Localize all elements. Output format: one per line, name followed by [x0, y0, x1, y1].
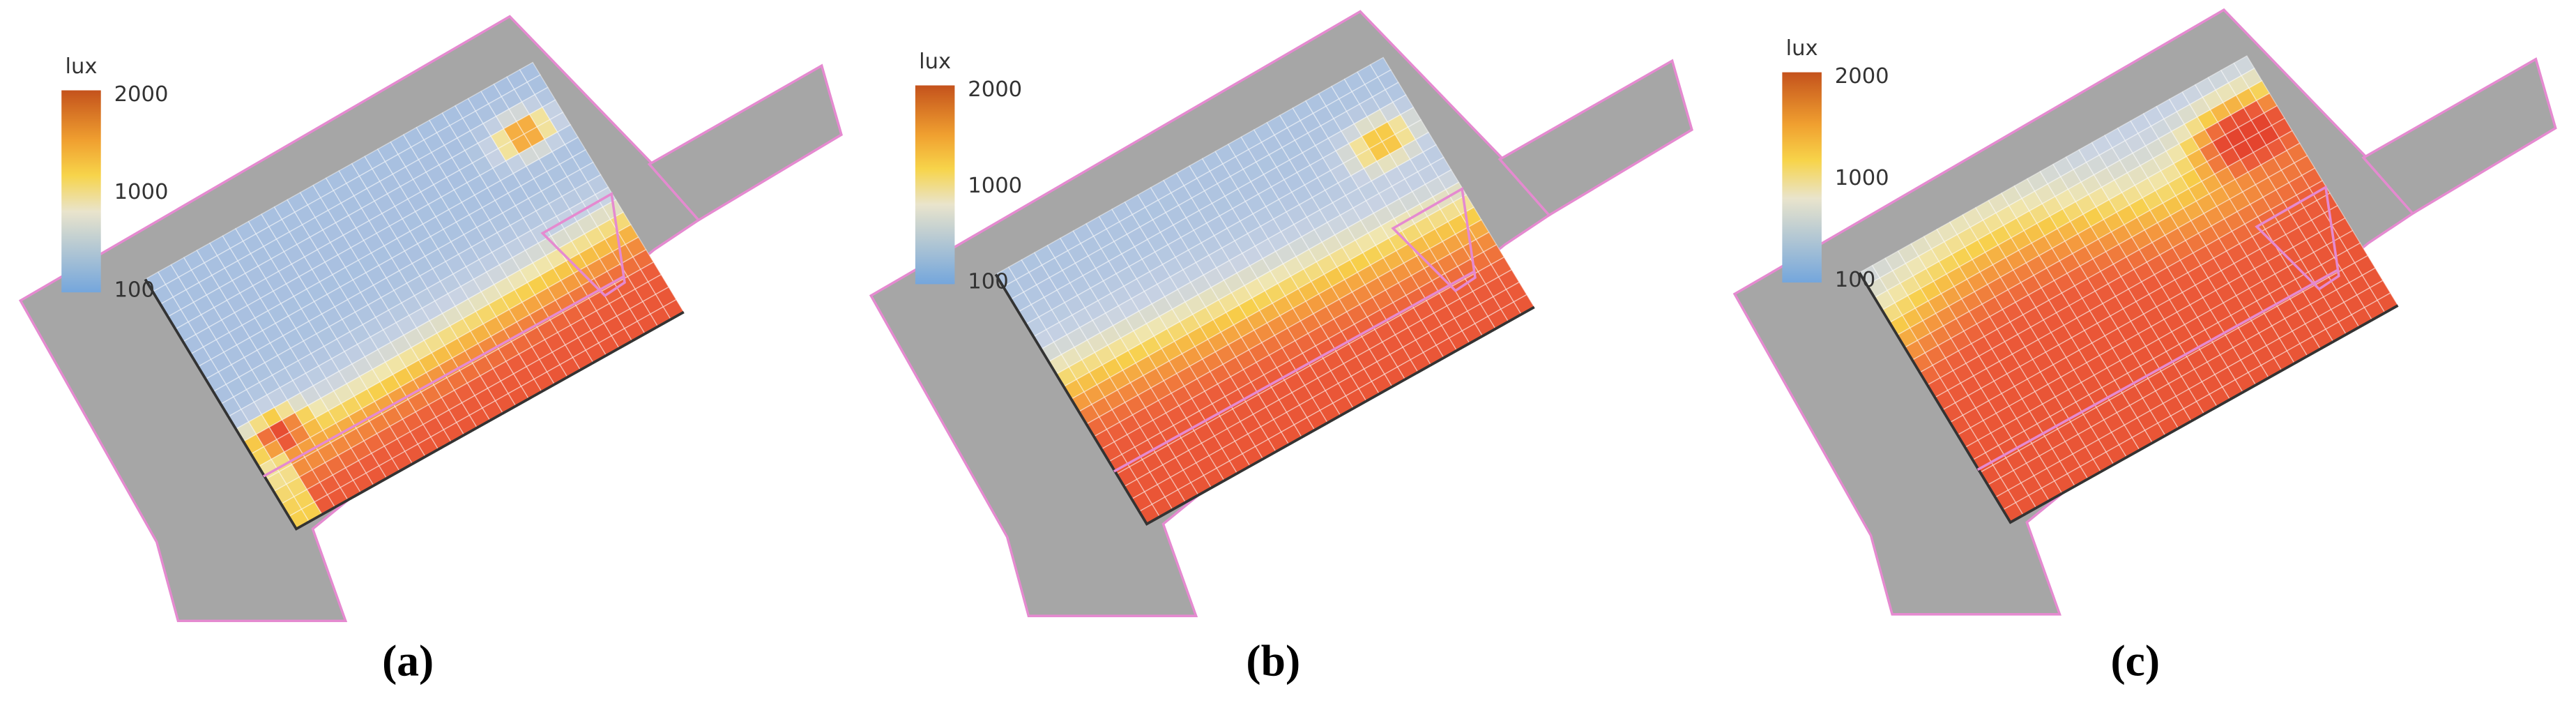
window-outline — [1391, 187, 1477, 293]
legend-bar — [915, 85, 955, 285]
legend-unit: lux — [919, 50, 951, 74]
legend-tick-label: 100 — [968, 270, 1008, 294]
legend-tick-label: 1000 — [1835, 166, 1889, 190]
panel: lux 2000 1000 100 (c) — [1732, 8, 2557, 685]
glazing-outline — [1976, 268, 2340, 471]
panel: lux 2000 1000 100 (b) — [869, 10, 1693, 685]
legend-unit: lux — [65, 54, 97, 79]
corridor — [1497, 59, 1693, 217]
window-outline — [540, 192, 626, 298]
glazing-outline — [263, 275, 625, 478]
legend-bar — [1782, 72, 1822, 283]
legend-tick-label: 2000 — [968, 77, 1022, 102]
window-outline — [2255, 185, 2340, 291]
corridor — [2361, 57, 2557, 216]
legend-tick-label: 100 — [114, 278, 155, 302]
room-wall — [994, 273, 1535, 526]
room-wall — [1858, 271, 2399, 524]
panel-label: (b) — [1246, 635, 1300, 685]
legend-tick-label: 1000 — [968, 174, 1022, 198]
panel: lux 2000 1000 100 (a) — [18, 15, 843, 685]
legend-tick-label: 1000 — [114, 180, 169, 204]
corridor — [647, 63, 843, 222]
legend-tick-label: 2000 — [1835, 64, 1889, 89]
glazing-outline — [1113, 270, 1476, 473]
legend-unit: lux — [1786, 36, 1818, 61]
panel-label: (a) — [382, 635, 434, 685]
legend-bar — [61, 90, 101, 293]
panel-label: (c) — [2110, 635, 2160, 685]
room-wall — [144, 278, 685, 531]
legend-tick-label: 2000 — [114, 82, 169, 107]
legend-tick-label: 100 — [1835, 268, 1875, 292]
